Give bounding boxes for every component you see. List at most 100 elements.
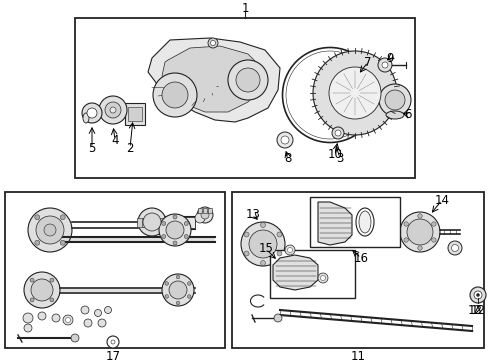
Bar (159, 218, 164, 227)
Circle shape (52, 314, 60, 322)
Bar (60, 289, 195, 292)
Bar (75, 18, 414, 178)
Circle shape (24, 324, 32, 332)
Circle shape (399, 212, 439, 252)
Circle shape (176, 301, 180, 305)
Circle shape (164, 295, 168, 298)
Circle shape (173, 241, 177, 245)
Circle shape (50, 278, 54, 282)
Circle shape (187, 295, 191, 298)
Bar (142, 218, 148, 227)
Circle shape (98, 319, 106, 327)
Bar (125, 103, 145, 125)
Circle shape (248, 230, 276, 258)
Circle shape (173, 215, 177, 219)
Circle shape (35, 240, 40, 245)
Circle shape (162, 234, 165, 238)
Circle shape (162, 82, 187, 108)
Circle shape (431, 238, 435, 242)
Circle shape (475, 293, 479, 297)
Circle shape (30, 298, 34, 302)
Ellipse shape (355, 208, 373, 236)
Text: 1: 1 (241, 1, 248, 14)
Circle shape (71, 334, 79, 342)
Text: 4: 4 (111, 134, 119, 147)
Circle shape (142, 213, 161, 231)
Circle shape (28, 208, 72, 252)
Bar (198, 208, 202, 213)
Circle shape (469, 287, 485, 303)
Circle shape (320, 275, 325, 280)
Circle shape (169, 281, 186, 299)
Circle shape (138, 208, 165, 236)
Circle shape (403, 222, 407, 226)
Circle shape (417, 214, 421, 218)
Circle shape (184, 221, 188, 225)
Circle shape (44, 224, 56, 236)
Polygon shape (162, 46, 262, 112)
Text: 16: 16 (353, 252, 368, 265)
Circle shape (201, 211, 208, 219)
Text: 5: 5 (88, 141, 96, 154)
Bar (128, 107, 142, 121)
Bar (164, 217, 195, 228)
Circle shape (82, 103, 102, 123)
Text: 15: 15 (258, 243, 273, 256)
Circle shape (381, 62, 387, 68)
Circle shape (60, 240, 65, 245)
Circle shape (197, 207, 213, 223)
Circle shape (207, 38, 218, 48)
Bar (269, 250, 354, 298)
Circle shape (60, 215, 65, 220)
Circle shape (35, 215, 40, 220)
Circle shape (31, 279, 53, 301)
Text: 14: 14 (434, 194, 448, 207)
Circle shape (312, 51, 396, 135)
Circle shape (285, 245, 294, 255)
Circle shape (378, 84, 410, 116)
Ellipse shape (358, 211, 370, 233)
Circle shape (384, 90, 404, 110)
Circle shape (281, 136, 288, 144)
Circle shape (210, 40, 215, 45)
Bar (203, 208, 206, 213)
Bar (163, 218, 170, 227)
Bar (5, 192, 224, 348)
Circle shape (241, 222, 285, 266)
Ellipse shape (385, 111, 403, 119)
Bar (207, 208, 212, 213)
Circle shape (65, 318, 70, 323)
Circle shape (84, 319, 92, 327)
Circle shape (276, 251, 282, 256)
Bar (137, 218, 142, 227)
Ellipse shape (285, 51, 373, 139)
Circle shape (104, 306, 111, 314)
Circle shape (176, 275, 180, 279)
Text: 9: 9 (386, 51, 393, 64)
Circle shape (260, 261, 265, 266)
Circle shape (406, 219, 432, 245)
Circle shape (30, 278, 34, 282)
Circle shape (244, 232, 248, 237)
Circle shape (276, 132, 292, 148)
Text: 7: 7 (364, 55, 371, 68)
Circle shape (165, 221, 183, 239)
Circle shape (159, 214, 191, 246)
Circle shape (164, 282, 168, 285)
Text: 11: 11 (350, 351, 365, 360)
Bar (231, 192, 483, 348)
Polygon shape (272, 255, 317, 290)
Circle shape (94, 310, 102, 316)
Circle shape (417, 246, 421, 250)
Text: 2: 2 (126, 141, 134, 154)
Circle shape (107, 336, 119, 348)
Circle shape (187, 282, 191, 285)
Circle shape (377, 58, 391, 72)
Circle shape (276, 232, 282, 237)
Polygon shape (148, 38, 280, 122)
Circle shape (328, 67, 380, 119)
Ellipse shape (83, 113, 89, 123)
Circle shape (273, 314, 282, 322)
Text: 13: 13 (245, 208, 260, 221)
Text: 12: 12 (469, 303, 485, 316)
